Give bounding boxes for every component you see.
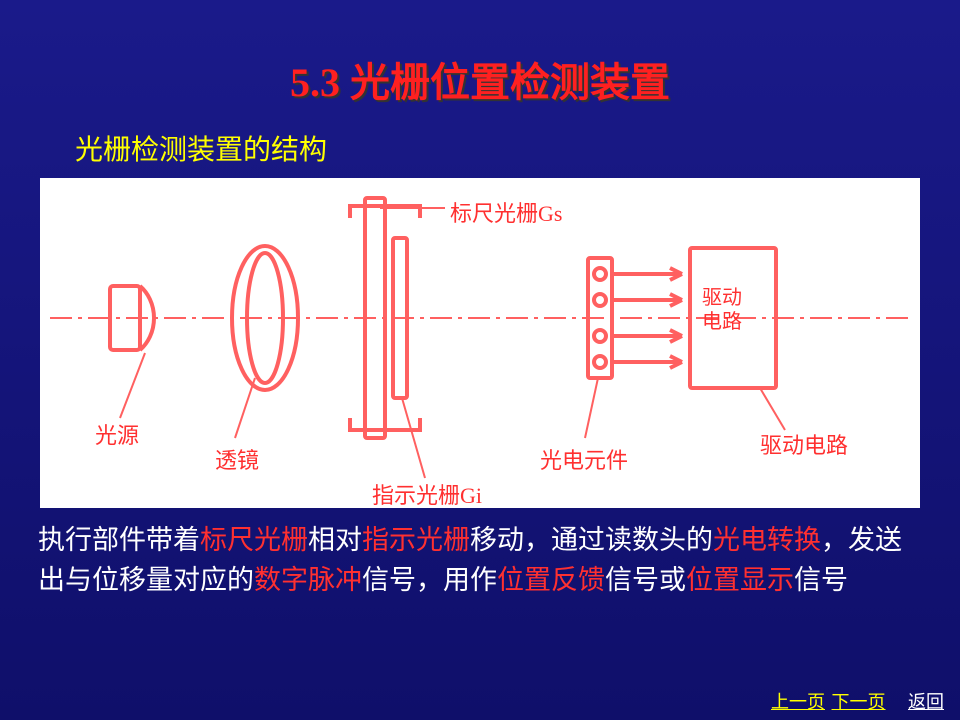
next-button[interactable]: 下一页 (832, 692, 886, 712)
label-drive-box: 驱动 电路 (702, 286, 742, 334)
label-drive-circuit: 驱动电路 (760, 428, 848, 460)
t2: 相对 (308, 525, 362, 555)
t6: 信号或 (605, 565, 686, 595)
drive-box-line1: 驱动 (702, 287, 742, 309)
prev-button[interactable]: 上一页 (771, 692, 825, 712)
label-lens: 透镜 (215, 443, 259, 475)
h5: 位置反馈 (497, 565, 605, 595)
label-photo-element: 光电元件 (540, 443, 628, 475)
h4: 数字脉冲 (254, 565, 362, 595)
description-paragraph: 执行部件带着标尺光栅相对指示光栅移动，通过读数头的光电转换，发送出与位移量对应的… (0, 508, 960, 600)
h3: 光电转换 (713, 525, 821, 555)
drive-box-line2: 电路 (702, 311, 742, 333)
h6: 位置显示 (686, 565, 794, 595)
label-gs: 标尺光栅Gs (450, 196, 562, 228)
t7: 信号 (794, 565, 848, 595)
t1: 执行部件带着 (38, 525, 200, 555)
return-button[interactable]: 返回 (908, 692, 944, 712)
h2: 指示光栅 (362, 525, 470, 555)
label-gi: 指示光栅Gi (372, 478, 482, 510)
diagram-container: 标尺光栅Gs 光源 透镜 指示光栅Gi 光电元件 驱动电路 驱动 电路 (40, 178, 920, 508)
section-subtitle: 光栅检测装置的结构 (0, 108, 960, 178)
nav-bar: 上一页 下一页 返回 (769, 688, 944, 714)
h1: 标尺光栅 (200, 525, 308, 555)
label-light-source: 光源 (95, 418, 139, 450)
t5: 信号，用作 (362, 565, 497, 595)
page-title: 5.3 光栅位置检测装置 (0, 0, 960, 108)
t3: 移动，通过读数头的 (470, 525, 713, 555)
